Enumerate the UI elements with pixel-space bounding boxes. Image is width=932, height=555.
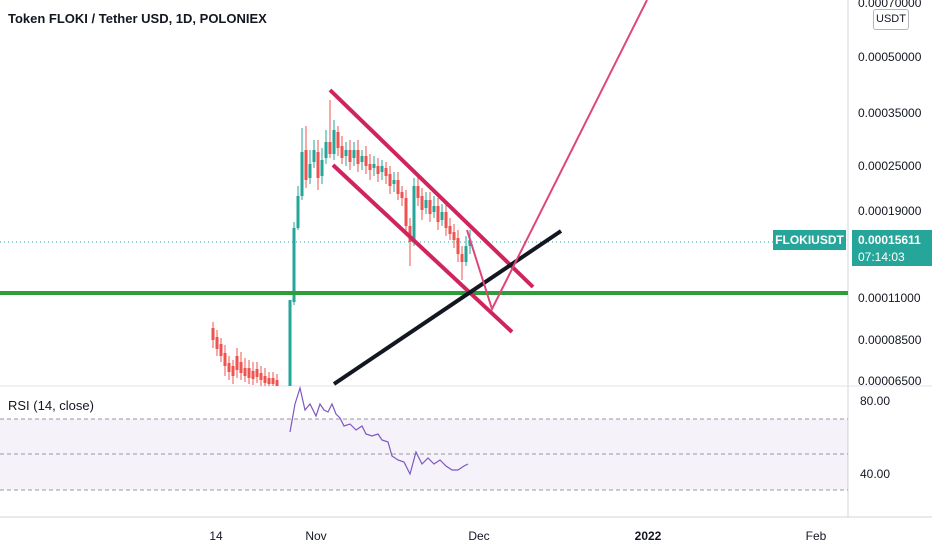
candle-body [223, 353, 227, 366]
candle-body [316, 152, 320, 178]
candle-body [448, 226, 452, 234]
candle-body [412, 186, 416, 242]
candle-body [416, 186, 420, 198]
channel-upper-line[interactable] [328, 88, 535, 289]
candle-body [372, 164, 376, 168]
time-label: Feb [806, 529, 827, 543]
candle-body [215, 337, 219, 349]
candle-body [348, 150, 352, 162]
candle-body [259, 373, 263, 380]
candle-body [271, 378, 275, 384]
candle-body [304, 150, 308, 180]
candle-body [428, 200, 432, 214]
candle-body [243, 368, 247, 376]
candles-layer [211, 100, 472, 386]
candle-body [300, 152, 304, 196]
rsi-tick: 40.00 [860, 467, 890, 481]
price-scale: 0.00050000 0.00035000 0.00025000 0.00019… [858, 0, 922, 388]
candle-body [211, 328, 215, 340]
candle-body [267, 378, 271, 384]
time-label: Dec [468, 529, 489, 543]
candle-body [344, 150, 348, 156]
candle-body [436, 206, 440, 222]
candle-body [420, 196, 424, 210]
price-tick: 0.00050000 [858, 50, 922, 64]
candle-body [364, 156, 368, 166]
candle-body [408, 226, 412, 242]
candle-body [392, 180, 396, 184]
candle-body [255, 369, 259, 377]
candle-body [263, 376, 267, 383]
candle-body [275, 380, 279, 386]
currency-unit-badge[interactable]: USDT [873, 9, 909, 30]
candle-body [440, 212, 444, 220]
rsi-tick: 80.00 [860, 394, 890, 408]
candle-body [219, 344, 223, 356]
time-axis: 14 Nov Dec 2022 Feb [209, 529, 826, 543]
last-price-value: 0.00015611 [858, 233, 921, 247]
candle-body [324, 142, 328, 158]
candle-body [444, 212, 448, 228]
price-tick: 0.00008500 [858, 333, 922, 347]
symbol-tag: FLOKIUSDT [773, 230, 846, 250]
price-tick: 0.00035000 [858, 106, 922, 120]
rsi-scale: 80.00 40.00 [860, 394, 890, 481]
projection-path[interactable] [466, 0, 648, 312]
candle-body [352, 150, 356, 158]
candle-body [231, 366, 235, 376]
candle-body [380, 166, 384, 172]
price-tick: 0.00019000 [858, 204, 922, 218]
candle-body [332, 130, 336, 154]
channel-lower-line[interactable] [331, 163, 514, 334]
candle-body [247, 368, 251, 378]
candle-body [468, 240, 472, 246]
candle-body [368, 164, 372, 170]
candle-body [328, 142, 332, 154]
candle-body [251, 371, 255, 379]
candle-body [292, 228, 296, 302]
bar-countdown: 07:14:03 [858, 250, 905, 264]
candle-body [424, 200, 428, 208]
candle-body [464, 246, 468, 262]
candle-body [227, 363, 231, 372]
time-label: Nov [305, 529, 326, 543]
candle-body [432, 206, 436, 212]
candle-body [456, 238, 460, 254]
chart-title: Token FLOKI / Tether USD, 1D, POLONIEX [8, 11, 267, 26]
candle-body [404, 198, 408, 226]
price-tick: 0.00011000 [858, 291, 921, 305]
candle-body [400, 192, 404, 198]
candle-body [296, 196, 300, 228]
candle-body [360, 156, 364, 162]
candle-body [312, 150, 316, 162]
time-label: 2022 [635, 529, 662, 543]
candle-body [320, 160, 324, 176]
candle-body [396, 180, 400, 194]
candle-body [288, 300, 292, 386]
ascending-support-line[interactable] [332, 229, 563, 386]
candle-body [239, 362, 243, 373]
time-label: 14 [209, 529, 223, 543]
candle-body [452, 232, 456, 240]
candle-body [336, 132, 340, 148]
candle-body [356, 150, 360, 164]
candle-body [460, 254, 464, 262]
last-price-tag: 0.00015611 07:14:03 [852, 230, 932, 266]
rsi-line [289, 385, 469, 476]
candle-body [340, 146, 344, 158]
candle-body [376, 166, 380, 174]
candle-body [308, 164, 312, 178]
price-tick: 0.00025000 [858, 159, 922, 173]
candle-body [384, 168, 388, 176]
price-tick: 0.00070000 [858, 0, 922, 10]
candle-body [388, 174, 392, 186]
candle-body [235, 356, 239, 370]
rsi-indicator-label[interactable]: RSI (14, close) [8, 398, 94, 413]
price-tick: 0.00006500 [858, 374, 922, 388]
